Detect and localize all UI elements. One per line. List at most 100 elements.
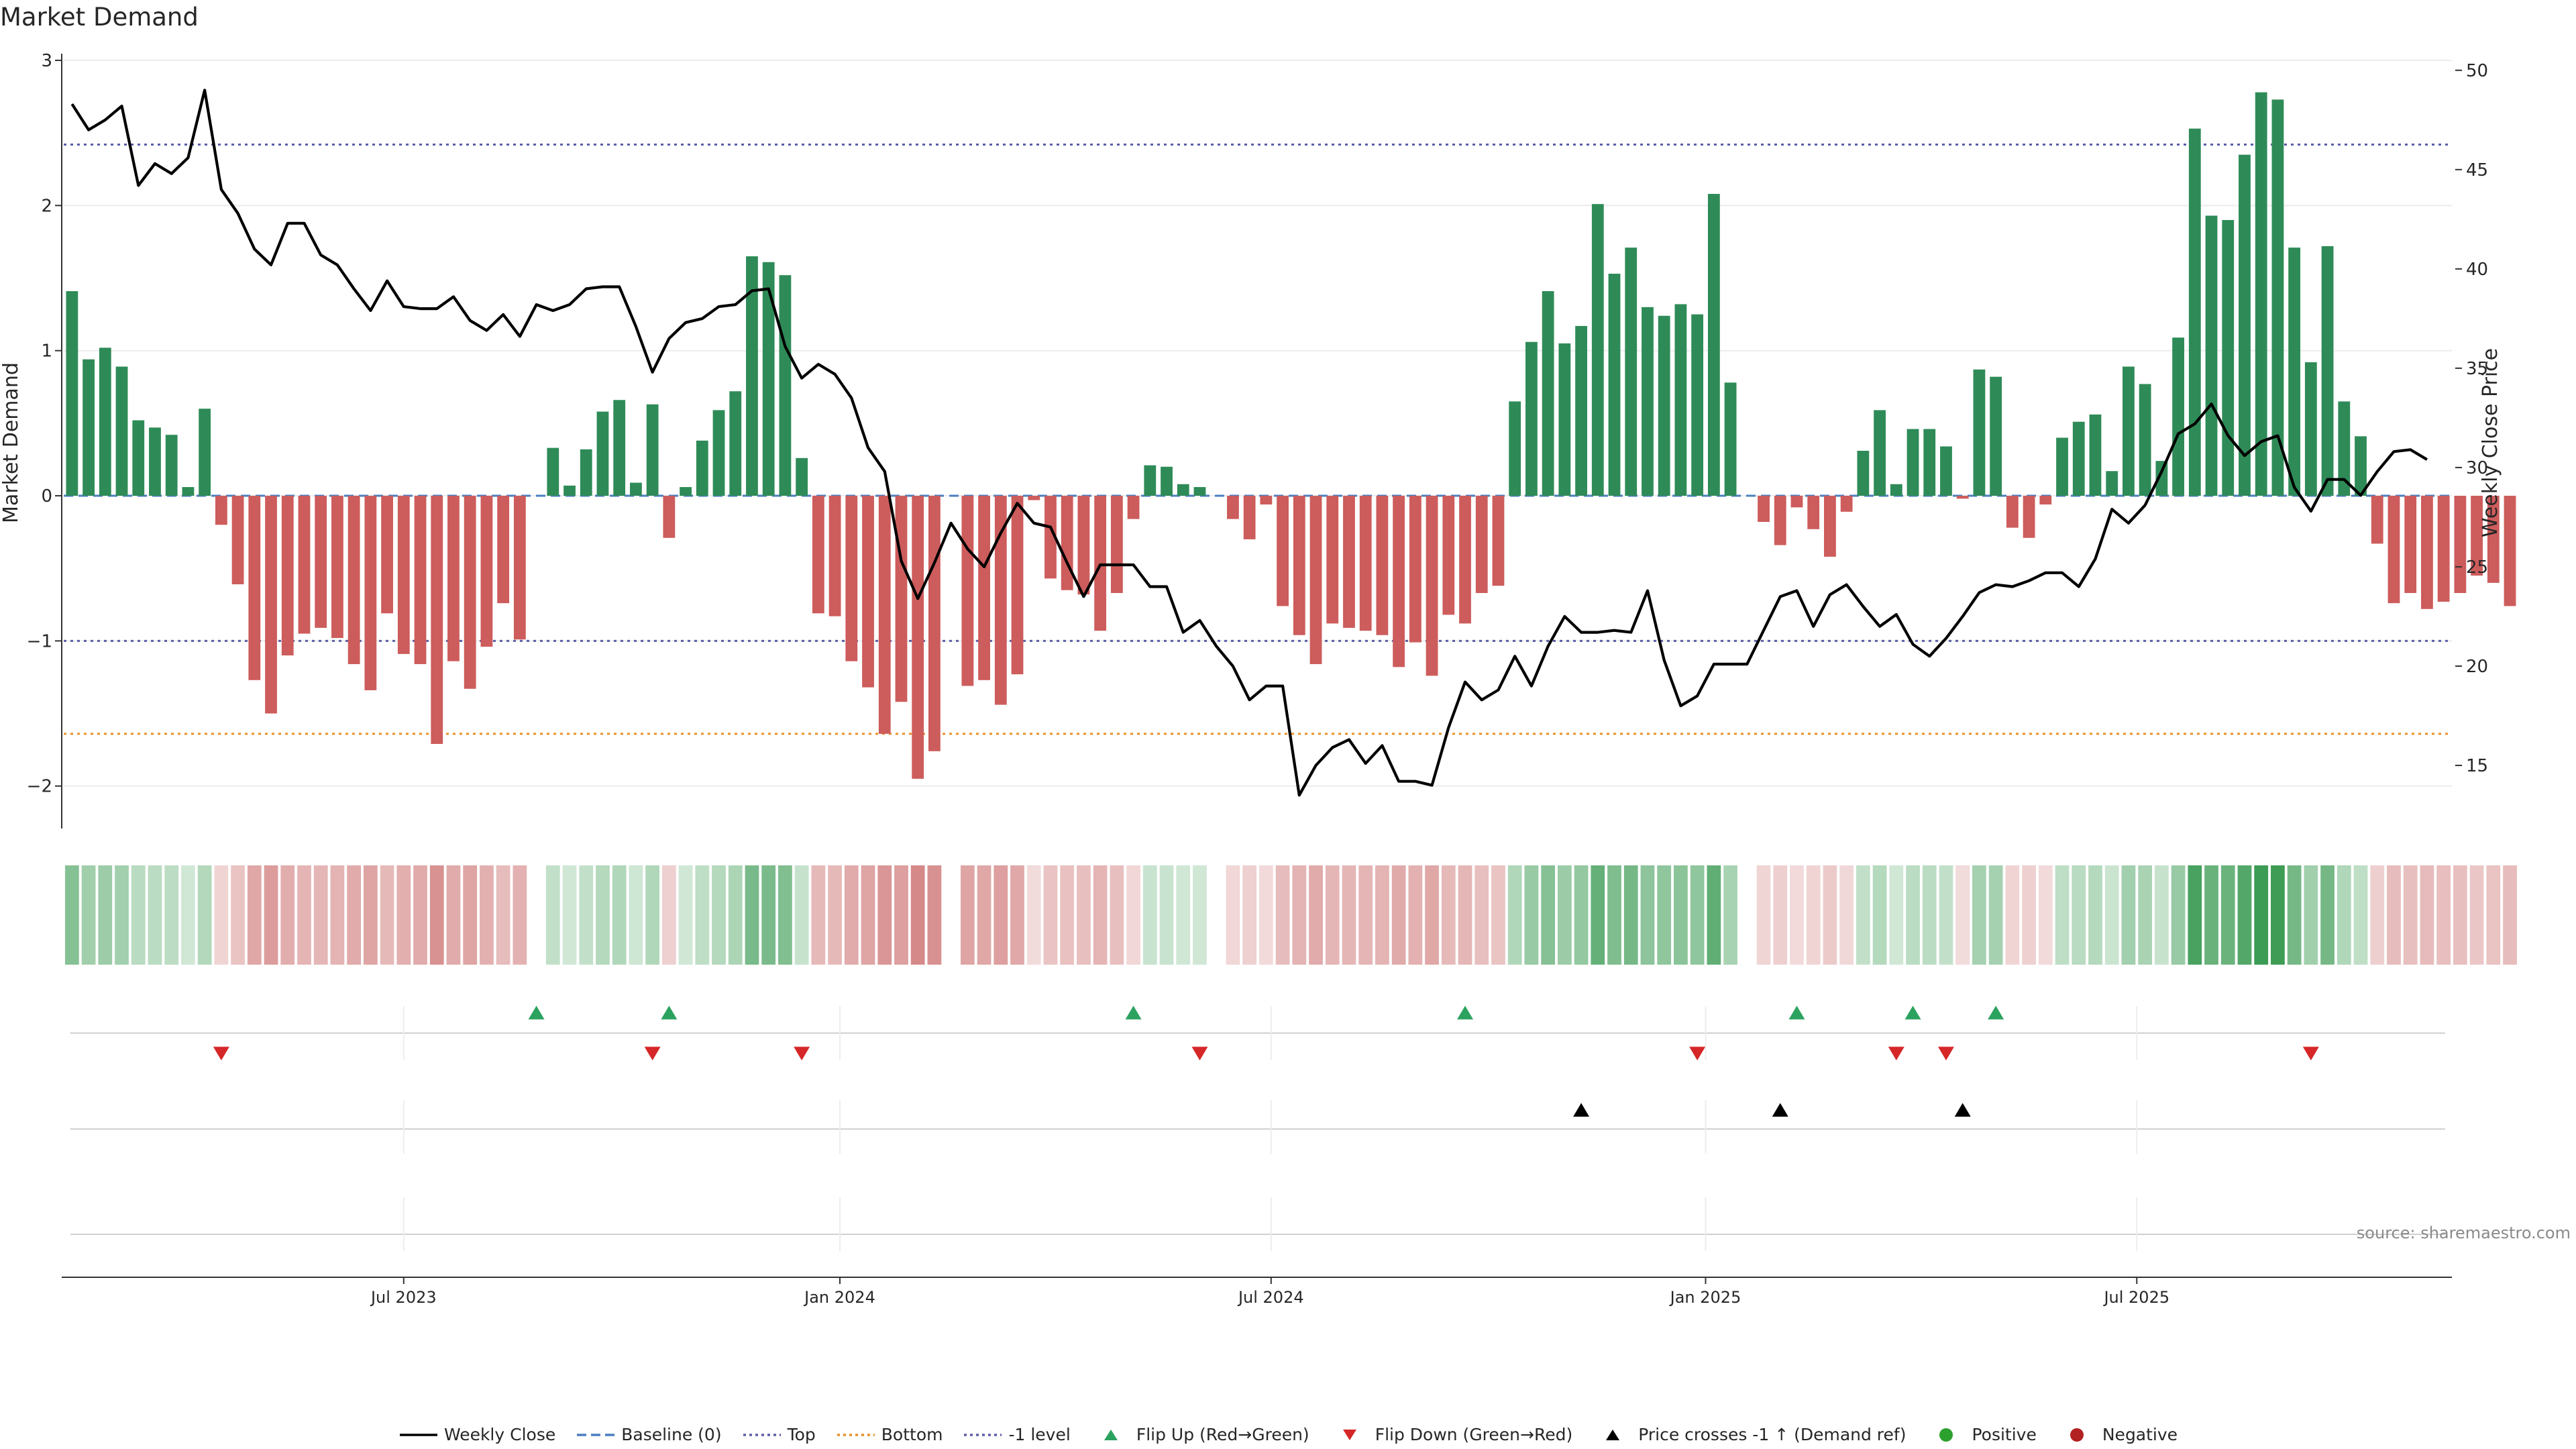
heat-cell: [181, 865, 195, 965]
bar-positive: [165, 435, 178, 496]
heat-cell: [1159, 865, 1174, 965]
bar-positive: [2155, 461, 2168, 496]
heat-cell: [761, 865, 776, 965]
bar-positive: [1874, 410, 1886, 496]
heat-cell: [1358, 865, 1373, 965]
bar-negative: [248, 496, 261, 680]
bar-negative: [231, 496, 244, 585]
bar-negative: [397, 496, 410, 654]
bar-positive: [1674, 304, 1687, 496]
heat-cell: [148, 865, 162, 965]
legend-item: Price crosses -1 ↑ (Demand ref): [1593, 1425, 1906, 1444]
bar-positive: [547, 447, 559, 496]
heat-cell: [1309, 865, 1323, 965]
legend-swatch: [1939, 1428, 1953, 1442]
heat-cell: [1275, 865, 1290, 965]
legend-label: Price crosses -1 ↑ (Demand ref): [1638, 1425, 1907, 1444]
legend-label: Bottom: [881, 1425, 943, 1444]
bar-negative: [2421, 496, 2433, 609]
heat-cell: [927, 865, 942, 965]
bar-negative: [2039, 496, 2052, 505]
bar-negative: [381, 496, 393, 614]
heat-cell: [1856, 865, 1870, 965]
heat-cell: [1077, 865, 1091, 965]
bar-positive: [2304, 362, 2317, 496]
heat-cell: [645, 865, 660, 965]
heat-cell: [1491, 865, 1505, 965]
y-tick-label: −1: [27, 631, 52, 651]
heat-cell: [2503, 865, 2517, 965]
bar-positive: [712, 410, 725, 496]
source-note: source: sharemaestro.com: [2356, 1224, 2571, 1242]
heat-cell: [596, 865, 610, 965]
bar-negative: [828, 496, 841, 616]
heat-cell: [1591, 865, 1605, 965]
heat-cell: [231, 865, 245, 965]
heat-cell: [280, 865, 295, 965]
bar-positive: [1542, 290, 1554, 496]
heat-cell: [1325, 865, 1340, 965]
heat-cell: [1391, 865, 1406, 965]
chart-title: Market Demand: [0, 3, 199, 32]
bar-positive: [83, 359, 95, 496]
heat-cell: [894, 865, 908, 965]
x-tick-label: Jul 2025: [2102, 1288, 2169, 1307]
heat-cell: [363, 865, 378, 965]
heat-cell: [2005, 865, 2020, 965]
heat-cell: [1541, 865, 1556, 965]
heat-cell: [164, 865, 179, 965]
y2-tick-label: 25: [2466, 557, 2488, 578]
heat-cell: [1258, 865, 1273, 965]
heat-cell: [1690, 865, 1705, 965]
bar-negative: [2404, 496, 2417, 593]
flip-down-marker: [213, 1046, 229, 1061]
bar-positive: [2106, 471, 2118, 496]
heat-cell: [1176, 865, 1191, 965]
bar-negative: [961, 496, 974, 686]
bar-negative: [1243, 496, 1256, 539]
bar-negative: [1790, 496, 1803, 508]
heat-cell: [1574, 865, 1589, 965]
bar-negative: [1110, 496, 1123, 593]
legend-label: -1 level: [1008, 1425, 1071, 1444]
bar-positive: [1608, 274, 1621, 496]
heat-cell: [496, 865, 511, 965]
bar-negative: [1044, 496, 1057, 579]
bar-positive: [1161, 466, 1173, 496]
heat-cell: [1408, 865, 1423, 965]
heat-cell: [1922, 865, 1937, 965]
heat-cell: [728, 865, 743, 965]
bar-positive: [2089, 414, 2102, 496]
heat-cell: [2104, 865, 2119, 965]
bar-negative: [1293, 496, 1305, 635]
heat-cell: [1425, 865, 1439, 965]
bar-negative: [265, 496, 277, 714]
bar-negative: [2504, 496, 2516, 606]
legend-swatch: [1342, 1429, 1356, 1440]
heat-cell: [2171, 865, 2186, 965]
heat-cell: [2121, 865, 2136, 965]
bar-negative: [845, 496, 858, 661]
heat-cell: [2237, 865, 2252, 965]
bar-negative: [1442, 496, 1455, 615]
bar-positive: [1558, 343, 1571, 496]
bar-positive: [1707, 194, 1720, 496]
bar-positive: [1591, 204, 1604, 496]
heat-cell: [2486, 865, 2501, 965]
heat-cell: [629, 865, 643, 965]
bar-negative: [1011, 496, 1024, 675]
bar-negative: [2371, 496, 2383, 544]
heat-cell: [480, 865, 494, 965]
heat-cell: [2220, 865, 2235, 965]
heat-cell: [977, 865, 991, 965]
bar-positive: [646, 404, 659, 496]
legend-label: Top: [787, 1425, 816, 1444]
bar-positive: [66, 290, 78, 496]
heat-cell: [115, 865, 129, 965]
bar-negative: [1475, 496, 1488, 593]
bar-negative: [513, 496, 526, 640]
bar-negative: [1409, 496, 1421, 643]
heat-cell: [1441, 865, 1456, 965]
heat-cell: [1640, 865, 1655, 965]
heat-cell: [2320, 865, 2334, 965]
